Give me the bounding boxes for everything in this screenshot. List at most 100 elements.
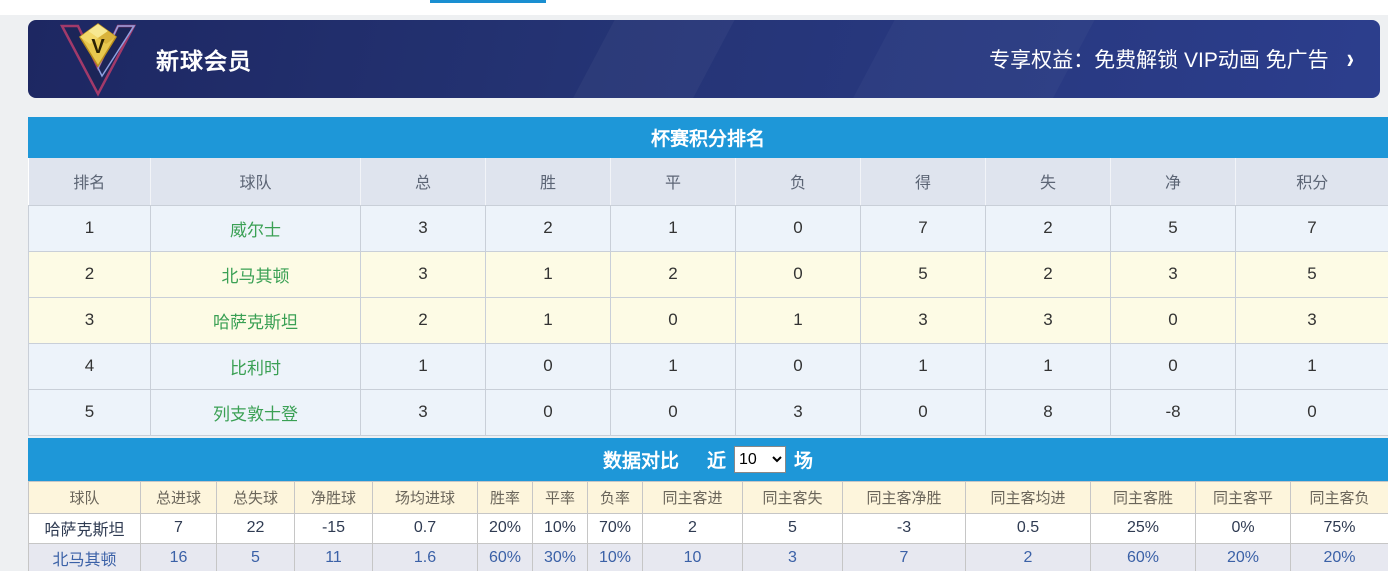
table-cell: 70% [587,512,643,544]
table-cell: 0% [1195,512,1291,544]
column-header: 同主客负 [1290,480,1388,514]
table-cell: 0 [1110,342,1236,390]
table-cell: 5 [216,542,295,571]
table-cell: 0 [735,342,861,390]
team-link[interactable]: 哈萨克斯坦 [28,512,141,544]
column-header: 积分 [1235,158,1388,206]
table-cell: 1 [735,296,861,344]
column-header: 总失球 [216,480,295,514]
table-cell: 2 [610,250,736,298]
standings-section-header: 杯赛积分排名 [28,117,1388,158]
column-header: 总 [360,158,486,206]
table-cell: 1 [860,342,986,390]
table-cell: 2 [965,542,1091,571]
table-cell: 0 [860,388,986,436]
table-cell: 1.6 [372,542,478,571]
table-cell: 2 [360,296,486,344]
table-cell: 5 [1110,204,1236,252]
table-cell: 3 [28,296,151,344]
table-cell: 0 [1110,296,1236,344]
table-row: 4 比利时 1 0 1 0 1 1 0 1 [28,342,1388,390]
column-header: 净胜球 [294,480,373,514]
table-cell: 7 [860,204,986,252]
table-cell: 11 [294,542,373,571]
table-row: 2 北马其顿 3 1 2 0 5 2 3 5 [28,250,1388,298]
table-row: 1 威尔士 3 2 1 0 7 2 5 7 [28,204,1388,252]
column-header: 同主客净胜 [842,480,966,514]
table-cell: 2 [985,250,1111,298]
team-link[interactable]: 北马其顿 [150,250,361,298]
team-link[interactable]: 列支敦士登 [150,388,361,436]
table-cell: 5 [742,512,843,544]
standings-table: 排名 球队总胜平负得失净积分 1 威尔士 3 2 1 0 7 2 5 7 2 北马其顿 3 1 2 0 5 2 3 5 3… [28,158,1388,436]
table-cell: 25% [1090,512,1196,544]
table-cell: 22 [216,512,295,544]
column-header: 场均进球 [372,480,478,514]
table-cell: 0.7 [372,512,478,544]
column-header: 总进球 [140,480,217,514]
table-cell: 1 [485,250,611,298]
table-cell: 0 [485,388,611,436]
team-link[interactable]: 比利时 [150,342,361,390]
comparison-title: 数据对比 [602,450,679,472]
chevron-right-icon: › [1346,42,1354,75]
table-cell: -15 [294,512,373,544]
comparison-table: 球队 总进球 总失球 净胜球 场均进球 胜率 平率 负率 同主客进 同主客失 同主客净胜 同主客均进同… [28,480,1388,571]
table-cell: -8 [1110,388,1236,436]
table-cell: -3 [842,512,966,544]
table-cell: 1 [28,204,151,252]
table-cell: 3 [735,388,861,436]
near-label: 近 [706,450,726,472]
table-cell: 3 [360,388,486,436]
table-cell: 2 [485,204,611,252]
page-container: V 新球会员 专享权益：免费解锁 VIP动画 免广告 › 杯赛积分排名 排名 球队… [0,15,1388,571]
table-cell: 3 [742,542,843,571]
team-link[interactable]: 威尔士 [150,204,361,252]
table-cell: 3 [985,296,1111,344]
table-cell: 10% [532,512,588,544]
comparison-section-header: 数据对比 近 10 场 [28,437,1388,481]
column-header: 负率 [587,480,643,514]
standings-body: 1 威尔士 3 2 1 0 7 2 5 7 2 北马其顿 3 1 2 0 5 2 3 5 3 哈萨克斯坦 2 1 0 1 3 3 0 3 4… [28,204,1388,436]
table-row: 5 列支敦士登 3 0 0 3 0 8 -8 0 [28,388,1388,436]
table-cell: 3 [1110,250,1236,298]
table-cell: 1 [485,296,611,344]
table-cell: 2 [642,512,743,544]
comparison-header-row: 球队 总进球 总失球 净胜球 场均进球 胜率 平率 负率 同主客进 同主客失 同主客净胜 同主客均进同… [28,480,1388,514]
column-header: 净 [1110,158,1236,206]
table-cell: 30% [532,542,588,571]
table-cell: 3 [1235,296,1388,344]
vip-benefits-text: 专享权益：免费解锁 VIP动画 免广告 [989,49,1329,72]
column-header: 胜 [485,158,611,206]
table-cell: 1 [610,204,736,252]
table-cell: 0 [610,296,736,344]
team-link[interactable]: 哈萨克斯坦 [150,296,361,344]
table-cell: 3 [360,250,486,298]
table-cell: 60% [477,542,533,571]
top-accent-bar [430,0,546,3]
table-cell: 1 [1235,342,1388,390]
table-cell: 1 [610,342,736,390]
table-cell: 10 [642,542,743,571]
table-cell: 1 [985,342,1111,390]
column-header: 同主客平 [1195,480,1291,514]
vip-membership-banner[interactable]: V 新球会员 专享权益：免费解锁 VIP动画 免广告 › [28,20,1380,98]
column-header: 同主客胜 [1090,480,1196,514]
team-link[interactable]: 北马其顿 [28,542,141,571]
matches-label: 场 [794,450,814,472]
top-strip [0,0,1388,15]
column-header: 球队 [150,158,361,206]
table-cell: 0 [610,388,736,436]
table-cell: 3 [360,204,486,252]
table-cell: 20% [477,512,533,544]
table-cell: 7 [140,512,217,544]
column-header: 同主客失 [742,480,843,514]
table-cell: 75% [1290,512,1388,544]
table-cell: 4 [28,342,151,390]
table-cell: 5 [28,388,151,436]
match-count-select[interactable]: 10 [734,445,786,473]
table-cell: 2 [985,204,1111,252]
column-header: 胜率 [477,480,533,514]
table-cell: 2 [28,250,151,298]
table-cell: 0 [735,204,861,252]
